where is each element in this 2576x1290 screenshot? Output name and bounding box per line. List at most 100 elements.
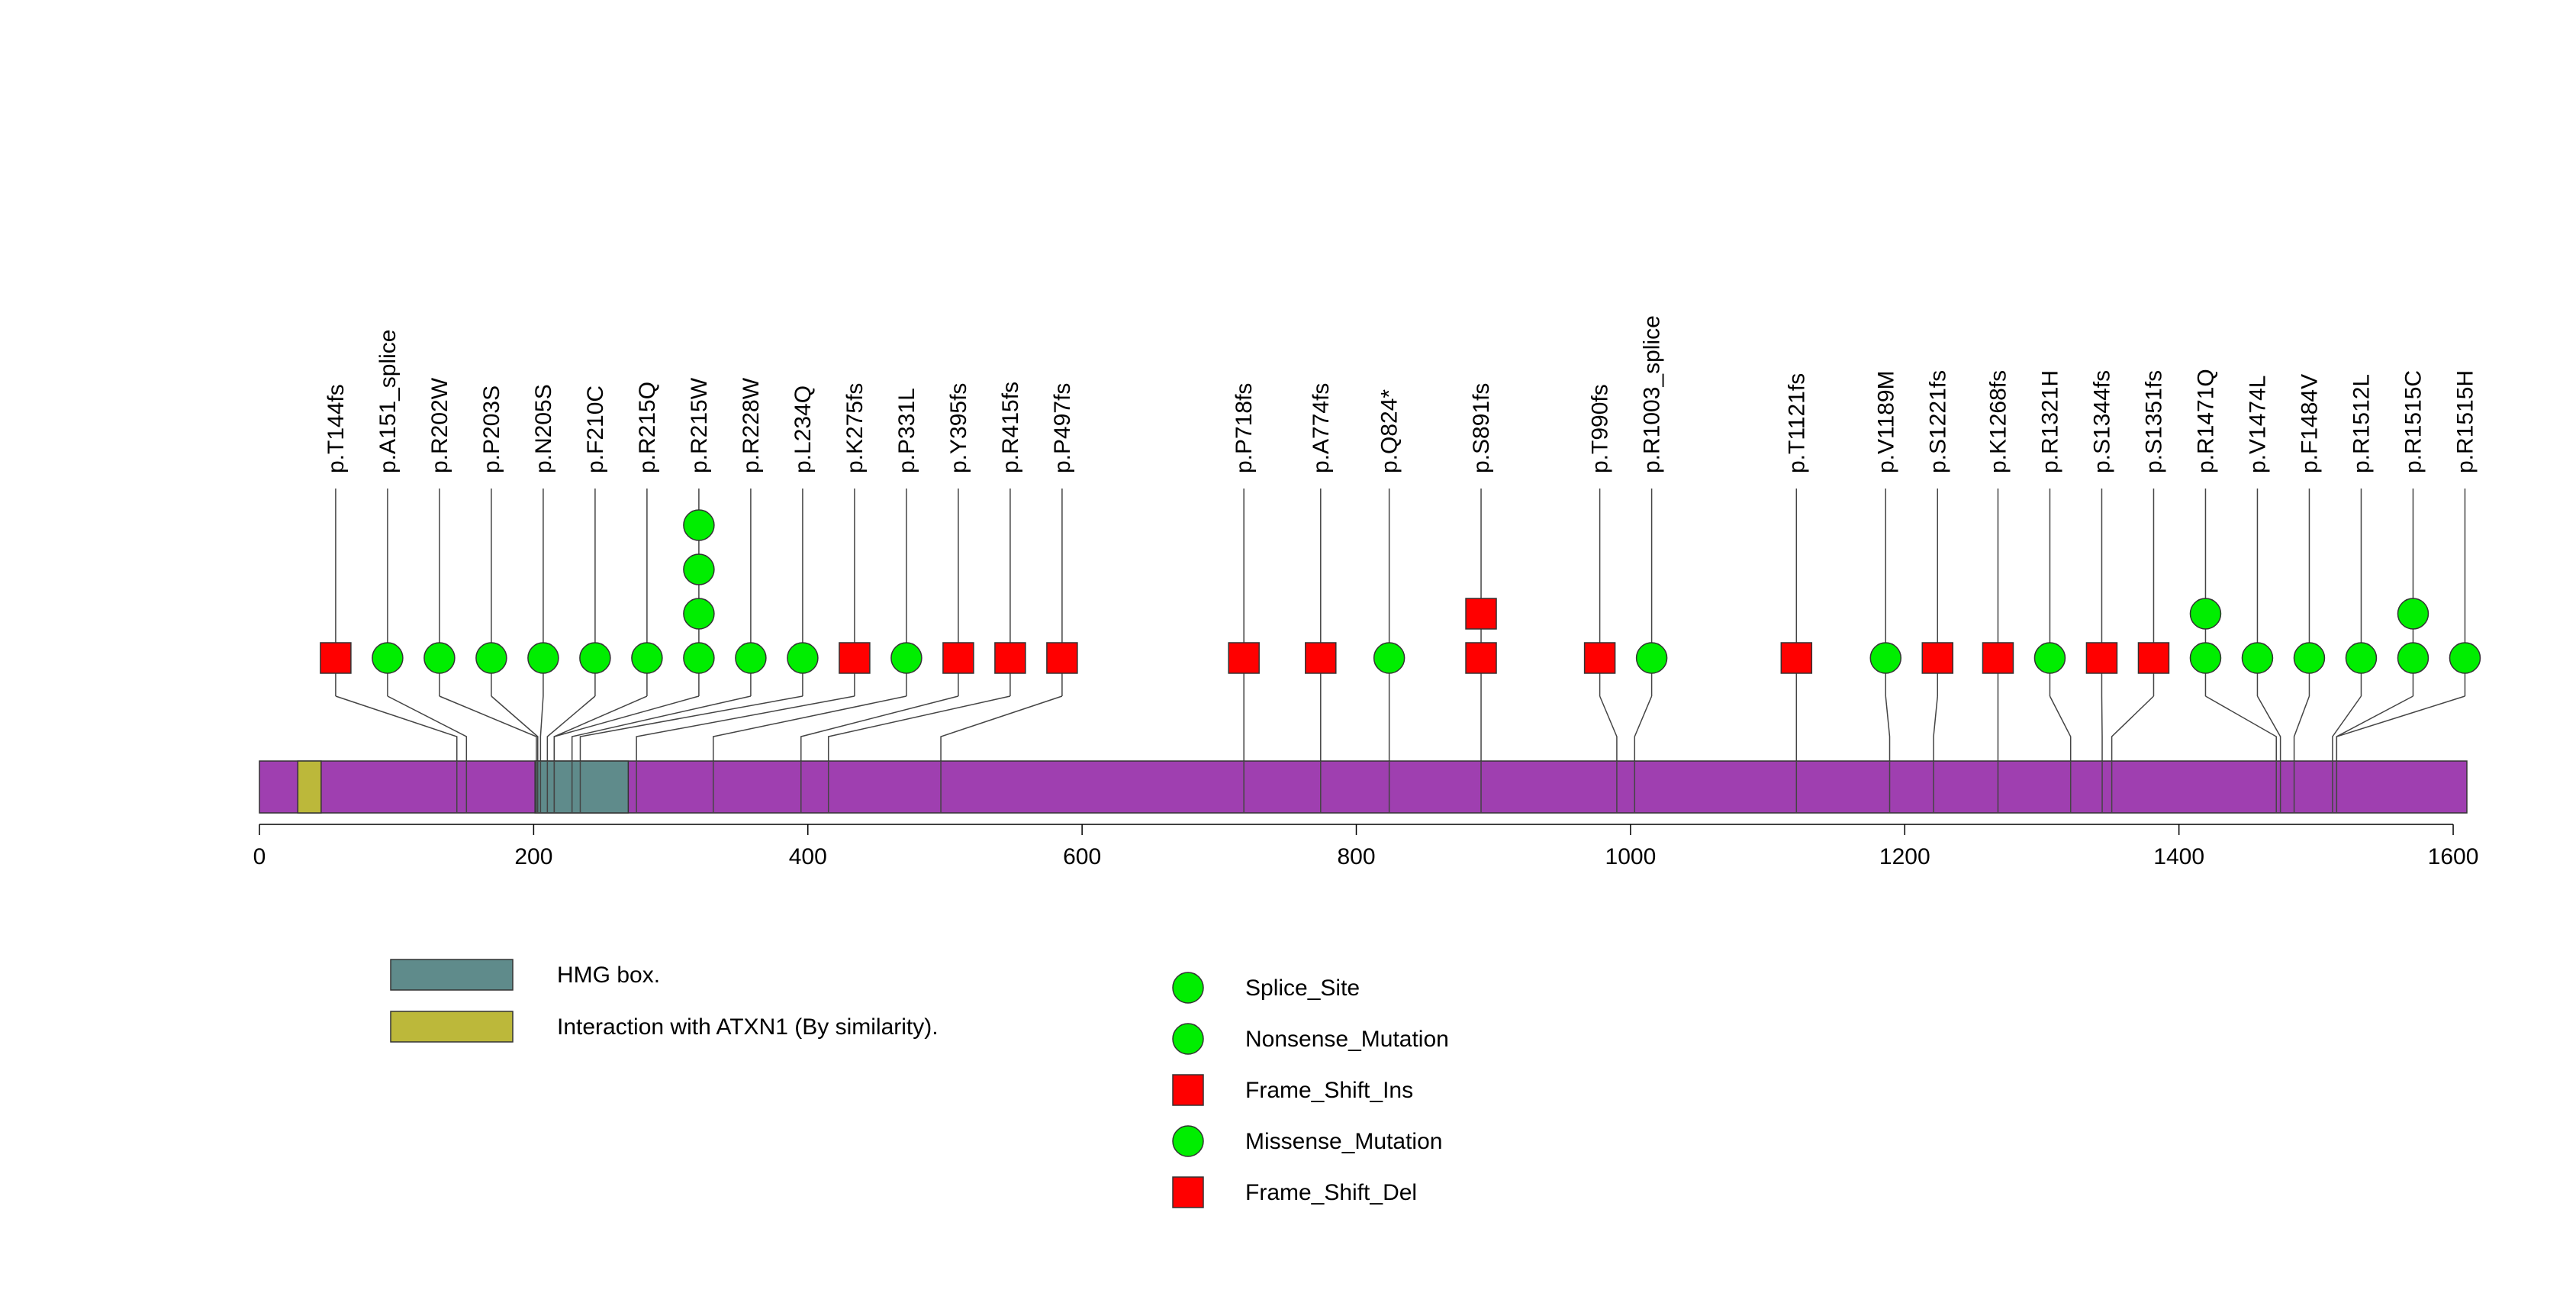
mutation-label: p.F1484V: [2297, 374, 2322, 473]
legend-mutation-label: Frame_Shift_Del: [1245, 1180, 1417, 1205]
mutation-label: p.R1471Q: [2193, 369, 2218, 473]
x-axis: 0 200 400 600 800 1000 1200 1400 1600: [253, 824, 2479, 869]
mutation-label: p.R1512L: [2349, 374, 2374, 473]
mutation-circle-mark: [2033, 642, 2066, 674]
mutation-circle-mark: [735, 642, 767, 674]
legend-mutation-label: Nonsense_Mutation: [1245, 1027, 1449, 1052]
mutation-square-mark: [942, 642, 974, 674]
x-tick-label: 600: [1063, 844, 1101, 869]
mutation-circle-mark: [475, 642, 507, 674]
legend-domain-label: HMG box.: [557, 963, 660, 988]
mutation-square-mark: [1780, 642, 1813, 674]
mutation-circle-mark: [683, 642, 715, 674]
mutation-square-mark: [2137, 642, 2170, 674]
mutation-label: p.S891fs: [1469, 383, 1494, 473]
legend-mutation-label: Frame_Shift_Ins: [1245, 1078, 1413, 1103]
mutation-circle-mark: [1373, 642, 1406, 674]
mutation-label: p.R1321H: [2037, 370, 2062, 473]
mutation-circle-mark: [2397, 642, 2429, 674]
mutation-label: p.R1515C: [2401, 370, 2426, 473]
legend: HMG box. Interaction with ATXN1 (By simil…: [390, 959, 1449, 1208]
mutation-circle-mark: [683, 598, 715, 630]
mutation-circle-mark: [1869, 642, 1902, 674]
mutation-circle-mark: [890, 642, 923, 674]
mutation-label: p.P203S: [479, 385, 504, 473]
mutation-label: p.P718fs: [1232, 383, 1257, 473]
legend-circle-symbol: [1172, 1023, 1204, 1055]
legend-mutation-label: Splice_Site: [1245, 976, 1360, 1001]
legend-domain-label: Interaction with ATXN1 (By similarity).: [557, 1014, 939, 1040]
legend-domain-swatch: [390, 1011, 514, 1043]
x-tick-label: 1600: [2428, 844, 2479, 869]
protein-domain: [534, 760, 630, 814]
mutation-square-mark: [1583, 642, 1616, 674]
mutation-label: p.R1515H: [2452, 370, 2478, 473]
legend-domain-swatch: [390, 959, 514, 991]
mutation-label: p.T144fs: [324, 384, 349, 473]
mutation-label: p.P331L: [894, 388, 919, 473]
mutation-circle-mark: [787, 642, 819, 674]
mutation-label: p.V1474L: [2245, 376, 2270, 473]
mutation-label: p.T1121fs: [1784, 373, 1809, 473]
mutation-label: p.A774fs: [1309, 383, 1334, 473]
mutation-circle-mark: [1635, 642, 1668, 674]
x-tick-label: 1000: [1605, 844, 1657, 869]
mutation-circle-mark: [2189, 598, 2222, 630]
x-tick-label: 200: [514, 844, 552, 869]
mutation-square-mark: [1465, 598, 1497, 630]
mutation-label: p.T990fs: [1588, 384, 1613, 473]
mutation-label: p.S1351fs: [2141, 370, 2166, 473]
mutation-label: p.R415fs: [998, 382, 1023, 473]
legend-circle-symbol: [1172, 972, 1204, 1004]
mutation-label: p.Y395fs: [946, 383, 971, 473]
mutation-label: p.P497fs: [1050, 383, 1075, 473]
mutation-label: p.R228W: [739, 377, 764, 473]
mutation-square-mark: [1921, 642, 1954, 674]
mutation-circle-mark: [423, 642, 456, 674]
mutation-square-mark: [1982, 642, 2014, 674]
mutation-circle-mark: [683, 553, 715, 585]
mutation-square-mark: [1305, 642, 1337, 674]
mutation-label: p.K1268fs: [1985, 370, 2011, 473]
mutation-label: p.K275fs: [842, 383, 868, 473]
legend-square-symbol: [1172, 1074, 1204, 1106]
legend-circle-symbol: [1172, 1125, 1204, 1157]
mutation-circle-mark: [2189, 642, 2222, 674]
mutation-circle-mark: [2241, 642, 2274, 674]
x-tick-label: 0: [253, 844, 266, 869]
mutation-circle-mark: [683, 509, 715, 541]
mutation-marks-layer: [320, 509, 2481, 674]
mutation-labels-layer: p.T144fs p.A151_splice p.R202W p.P203S p.N20…: [324, 315, 2478, 473]
x-tick-label: 400: [789, 844, 827, 869]
legend-mutation-label: Missense_Mutation: [1245, 1129, 1442, 1154]
x-tick-label: 1400: [2153, 844, 2204, 869]
mutation-square-mark: [1465, 642, 1497, 674]
mutation-circle-mark: [372, 642, 404, 674]
mutation-circle-mark: [2449, 642, 2481, 674]
x-tick-label: 1200: [1879, 844, 1930, 869]
x-tick-label: 800: [1337, 844, 1375, 869]
mutation-label: p.A151_splice: [375, 330, 401, 473]
mutation-label: p.R215Q: [635, 382, 660, 473]
mutation-circle-mark: [527, 642, 559, 674]
mutation-label: p.R202W: [427, 377, 452, 473]
mutation-circle-mark: [579, 642, 611, 674]
mutation-label: p.S1344fs: [2089, 370, 2114, 473]
mutation-label: p.L234Q: [791, 385, 816, 473]
mutation-label: p.F210C: [583, 385, 608, 473]
protein-domain: [297, 760, 322, 814]
mutation-square-mark: [1228, 642, 1260, 674]
mutation-circle-mark: [2397, 598, 2429, 630]
mutation-square-mark: [994, 642, 1026, 674]
mutation-label: p.V1189M: [1873, 370, 1898, 473]
mutation-square-mark: [2085, 642, 2118, 674]
mutation-square-mark: [1046, 642, 1078, 674]
mutation-label: p.N205S: [531, 384, 556, 473]
legend-square-symbol: [1172, 1176, 1204, 1208]
mutation-circle-mark: [631, 642, 663, 674]
mutation-label: p.Q824*: [1377, 389, 1402, 473]
mutation-label: p.R1003_splice: [1640, 315, 1665, 473]
mutation-label: p.R215W: [687, 377, 712, 473]
mutation-square-mark: [320, 642, 352, 674]
